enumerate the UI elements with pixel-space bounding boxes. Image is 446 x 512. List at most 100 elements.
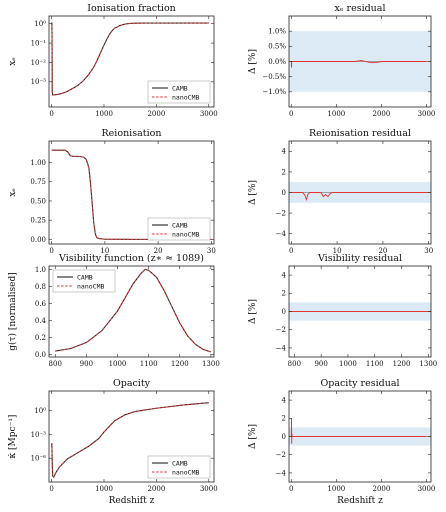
y-axis-label: xₑ	[8, 188, 18, 197]
y-tick-label: −4	[276, 230, 287, 238]
x-tick-label: 1000	[109, 360, 127, 368]
y-axis-label: Δ [%]	[248, 49, 258, 74]
y-tick-label: 0.0	[35, 351, 46, 359]
y-tick-label: −0.5%	[262, 73, 286, 81]
panel-1: 0 1000 2000 3000 10⁻³ 10⁻² 10⁻¹ 10⁰ Ionisation f…	[8, 3, 218, 118]
x-tick-label: 1000	[339, 360, 357, 368]
y-tick-label: 4	[282, 148, 287, 156]
legend-label-camb: CAMB	[172, 460, 188, 468]
x-tick-label: 2000	[372, 485, 390, 493]
legend-label-camb: CAMB	[172, 85, 188, 93]
x-tick-label: 1100	[366, 360, 384, 368]
y-tick-label: 10⁻⁶	[31, 455, 47, 463]
y-tick-label: −4	[276, 469, 287, 477]
chart-title: Opacity	[113, 378, 151, 389]
y-tick-label: 4	[282, 397, 287, 405]
panel-5: 800 900 1000 1100 1200 1300 0.0 0.2 0.4 0.6 0.8 1.0…	[7, 253, 220, 368]
x-tick-label: 20	[378, 247, 387, 255]
x-tick-label: 0	[49, 247, 53, 255]
legend-box	[147, 217, 211, 241]
x-tick-label: 2000	[147, 485, 165, 493]
panel-7: 0 1000 2000 3000 10⁻⁶ 10⁻³ 10⁰ Opacity κ̇ [Mpc⁻¹…	[8, 378, 218, 506]
x-tick-label: 1200	[393, 360, 411, 368]
x-tick-label: 900	[80, 360, 93, 368]
y-axis-label: Δ [%]	[248, 180, 258, 205]
y-tick-label: −2	[276, 451, 286, 459]
x-tick-label: 3000	[200, 485, 218, 493]
x-tick-label: 900	[314, 360, 327, 368]
series-line-residual	[290, 418, 427, 444]
x-tick-label: 0	[49, 485, 53, 493]
legend-label-nanocmb: nanoCMB	[172, 94, 199, 102]
x-tick-label: 0	[289, 247, 293, 255]
x-tick-label: 20	[154, 247, 163, 255]
plot-frame	[48, 390, 215, 483]
legend-label-camb: CAMB	[172, 222, 188, 230]
plot-frame	[48, 265, 215, 358]
x-tick-label: 10	[100, 247, 109, 255]
y-axis-label: g(τ) [normalised]	[7, 272, 18, 351]
legend-label-camb: CAMB	[77, 274, 93, 282]
panel-4: 0 10 20 30 −4 −2 0 2 4 Reionisation residual Δ [%]	[248, 128, 433, 255]
y-tick-label: −2	[276, 326, 286, 334]
y-tick-label: 0	[282, 308, 286, 316]
series-line-residual	[290, 59, 427, 68]
x-tick-label: 3000	[200, 110, 218, 118]
y-axis-label: Δ [%]	[248, 424, 258, 449]
y-tick-label: 0.50	[30, 197, 46, 205]
x-axis-label: Redshift z	[337, 496, 383, 506]
x-tick-label: 1000	[327, 485, 345, 493]
series-line-residual	[291, 192, 429, 202]
y-tick-label: 4	[282, 272, 287, 280]
legend-label-nanocmb: nanoCMB	[172, 469, 199, 477]
legend-box	[147, 80, 211, 104]
legend-label-nanocmb: nanoCMB	[77, 283, 104, 291]
x-tick-label: 0	[289, 110, 293, 118]
x-tick-label: 800	[288, 360, 301, 368]
y-tick-label: 0.2	[35, 334, 46, 342]
x-tick-label: 30	[207, 247, 216, 255]
chart-title: Reionisation	[102, 128, 162, 139]
y-tick-label: 0.6	[35, 300, 47, 308]
chart-title: Reionisation residual	[309, 128, 411, 139]
x-tick-label: 1300	[419, 360, 437, 368]
x-tick-label: 1100	[140, 360, 158, 368]
x-tick-label: 10	[333, 247, 342, 255]
panel-2: 0 1000 2000 3000 −1.0% −0.5% 0.0% 0.5% 1.0% xₑ re…	[248, 3, 435, 118]
y-tick-label: 0.8	[35, 283, 46, 291]
x-tick-label: 0	[49, 110, 53, 118]
y-tick-label: 10⁰	[34, 407, 46, 415]
y-tick-label: 0	[282, 433, 286, 441]
y-tick-label: 10⁻¹	[31, 39, 47, 47]
y-tick-label: 0.25	[30, 217, 46, 225]
x-axis-label: Redshift z	[109, 496, 155, 506]
chart-title: Ionisation fraction	[87, 3, 176, 14]
y-tick-label: 0.0%	[268, 58, 286, 66]
plot-frame	[48, 140, 215, 245]
y-tick-label: 2	[282, 415, 286, 423]
x-tick-label: 2000	[372, 110, 390, 118]
series-line-nanocmb	[51, 22, 209, 96]
x-tick-label: 1200	[171, 360, 189, 368]
series-line-nanocmb	[51, 149, 212, 240]
panel-6: 800 900 1000 1100 1200 1300 −4 −2 0 2 4 Visibility …	[248, 253, 437, 368]
legend-box	[52, 269, 116, 293]
plot-frame	[48, 15, 215, 108]
y-tick-label: 1.0%	[268, 28, 286, 36]
y-tick-label: 10⁻³	[31, 78, 47, 86]
y-tick-label: 10⁻²	[31, 59, 47, 67]
x-tick-label: 1000	[95, 110, 113, 118]
y-axis-label: κ̇ [Mpc⁻¹]	[8, 415, 18, 459]
series-line-nanocmb	[51, 402, 209, 479]
x-tick-label: 2000	[147, 110, 165, 118]
y-tick-label: 2	[282, 168, 286, 176]
y-axis-label: Δ [%]	[248, 299, 258, 324]
series-line-nanocmb	[55, 268, 212, 353]
x-tick-label: 30	[424, 247, 433, 255]
y-tick-label: −2	[276, 210, 286, 218]
y-tick-label: 10⁻³	[31, 431, 47, 439]
